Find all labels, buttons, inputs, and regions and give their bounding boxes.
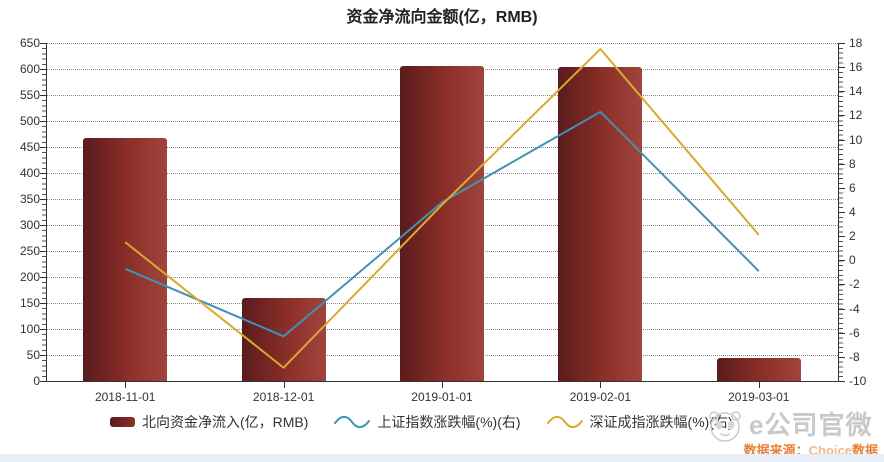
y-axis-right-tick [839,139,845,141]
y-axis-right-tick [839,212,845,213]
watermark-brand: e公司官微 [749,410,873,440]
x-axis-tick [125,382,127,388]
y-axis-right-tick-label: -10 [849,374,867,388]
chart-title: 资金净流向金额(亿，RMB) [346,9,538,26]
y-axis-left-tick [40,225,46,226]
x-axis-label: 2019-03-01 [728,390,790,404]
legend-label: 上证指数涨跌幅(%)(右) [377,414,521,430]
y-axis-left-tick [40,251,46,252]
y-axis-right-tick [839,236,845,238]
bar-2019-03-01 [716,357,801,381]
y-axis-right-tick-label: -2 [849,277,860,292]
y-axis-left-tick [40,355,46,356]
x-axis-label: 2019-01-01 [411,390,473,404]
y-axis-left-tick-label: 650 [19,36,40,50]
y-axis-left-tick-label: 500 [19,114,40,128]
y-axis-left-tick-label: 350 [19,192,40,206]
y-axis-left-tick-label: 400 [19,166,40,180]
y-axis-right-tick-label: 2 [849,229,856,244]
line-series-layer [124,48,760,369]
gridline [47,43,838,44]
bottom-strip [0,454,884,462]
y-axis-left-tick-label: 50 [26,348,40,362]
y-axis-right-tick [839,91,845,93]
y-axis-right-tick-label: 6 [849,180,856,195]
x-axis-tick [283,382,285,388]
y-axis-right-tick [839,43,845,44]
y-axis-right-tick-label: 12 [849,108,863,123]
y-axis-right-tick-label: 0 [849,253,856,268]
bar-2019-02-01 [558,67,643,381]
y-axis-left-tick [40,43,46,44]
y-axis-left-tick [40,69,46,70]
y-axis-left-tick-label: 200 [19,270,40,284]
y-axis-left-tick [40,199,46,200]
line-series-2 [124,48,760,369]
y-axis-right-tick-label: -6 [849,325,860,340]
y-axis-left-tick [40,121,46,122]
y-axis-left-tick [40,303,46,304]
x-axis-tick [442,382,443,388]
legend-label: 深证成指涨跌幅(%)(右) [589,414,733,430]
y-axis-right-tick-label: -8 [849,349,860,364]
panda-badge-icon [709,411,741,442]
y-axis-left-tick [40,329,46,330]
bar-2018-11-01 [83,138,168,381]
y-axis-left-tick-label: 150 [19,296,40,310]
y-axis-left-tick-label: 550 [19,88,40,102]
y-axis-right-tick-label: 14 [849,84,863,99]
y-axis-left-tick-label: 450 [19,140,40,154]
y-axis-right-tick-label: 8 [849,156,856,171]
y-axis-left-tick [40,147,46,148]
legend-label: 北向资金净流入(亿，RMB) [142,414,309,430]
legend-item-shanghai-index[interactable]: 上证指数涨跌幅(%)(右) [334,412,521,432]
y-axis-left-tick-label: 250 [19,244,40,258]
y-axis-right-tick [839,381,845,382]
y-axis-left-tick [40,381,46,382]
bar-swatch-icon [110,417,135,427]
y-axis-right-tick [839,187,845,189]
y-axis-left-minor-ticks [42,43,46,381]
y-axis-right-tick-label: -4 [849,301,860,316]
y-axis-left-tick-label: 100 [19,322,40,336]
x-axis-label: 2018-11-01 [94,390,156,404]
y-axis-left-line [46,43,47,382]
y-axis-right-tick [839,115,845,117]
y-axis-right-tick-label: 4 [849,205,856,219]
x-axis-tick [758,382,760,388]
x-axis-label: 2019-02-01 [569,390,632,404]
y-axis-right-tick [839,67,845,69]
y-axis-right-tick-label: 16 [849,60,863,75]
y-axis-right-tick-label: 18 [849,36,863,50]
y-axis-left-tick [40,173,46,174]
line-swatch-icon [546,415,583,429]
y-axis-right-tick [839,284,845,286]
x-axis-label: 2018-12-01 [252,390,315,404]
y-axis-right-tick [839,260,845,262]
y-axis-right-line [838,43,839,382]
y-axis-right-tick-label: 10 [849,132,863,147]
x-axis-line [46,381,839,382]
y-axis-right-tick [839,163,845,165]
x-axis-tick [600,382,602,388]
y-axis-right-tick [839,356,845,358]
legend: 北向资金净流入(亿，RMB) 上证指数涨跌幅(%)(右) 深证成指涨跌幅(%)(… [110,411,733,433]
y-axis-left-tick [40,277,46,278]
legend-item-north-capital[interactable]: 北向资金净流入(亿，RMB) [110,412,308,432]
y-axis-left-tick-label: 600 [19,62,40,76]
y-axis-left-tick-label: 300 [19,218,40,232]
bar-2019-01-01 [400,65,484,381]
line-series-1 [124,110,760,338]
legend-item-shenzhen-index[interactable]: 深证成指涨跌幅(%)(右) [546,412,733,432]
y-axis-left-tick [40,95,46,96]
y-axis-right-tick [839,308,845,310]
y-axis-left-tick-label: 0 [33,374,40,388]
line-swatch-icon [334,415,371,429]
y-axis-right-tick [839,332,845,334]
